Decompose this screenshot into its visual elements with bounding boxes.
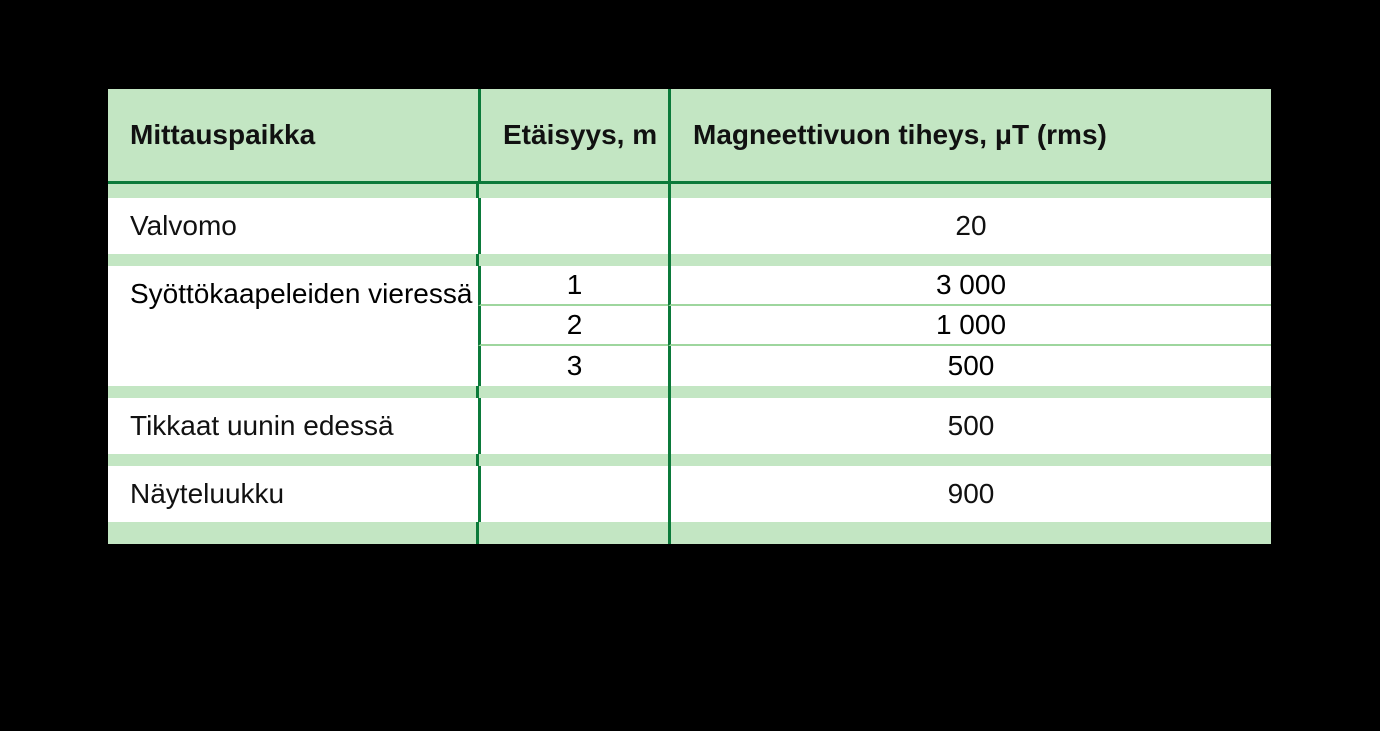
- cell-distance: 2: [478, 306, 668, 346]
- cell-distance: 1: [478, 266, 668, 306]
- cell-place: Syöttökaapeleiden vieressä: [108, 266, 478, 386]
- table-row: Näyteluukku 900: [108, 466, 1271, 522]
- cell-density: 1 000: [668, 306, 1271, 346]
- table-footer-gap: [108, 522, 1271, 544]
- column-header-distance: Etäisyys, m: [478, 89, 668, 181]
- cell-distance: 3: [478, 346, 668, 386]
- row-gap: [108, 254, 1271, 266]
- table-header-row: Mittauspaikka Etäisyys, m Magneettivuon …: [108, 89, 1271, 184]
- column-header-density: Magneettivuon tiheys, μT (rms): [668, 89, 1271, 181]
- table-subrow: 2 1 000: [478, 306, 1271, 346]
- column-header-place: Mittauspaikka: [108, 119, 478, 151]
- cell-distance: [478, 398, 668, 454]
- cell-density: 20: [668, 198, 1271, 254]
- table-body: Valvomo 20 Syöttökaapeleiden vieressä 1 …: [108, 184, 1271, 544]
- row-gap: [108, 184, 1271, 198]
- cell-density: 900: [668, 466, 1271, 522]
- cell-density: 3 000: [668, 266, 1271, 306]
- measurement-table: Mittauspaikka Etäisyys, m Magneettivuon …: [108, 89, 1271, 544]
- table-subrow: 1 3 000: [478, 266, 1271, 306]
- table-row-multi: Syöttökaapeleiden vieressä 1 3 000 2 1 0…: [108, 266, 1271, 386]
- row-gap: [108, 386, 1271, 398]
- cell-place: Valvomo: [108, 198, 478, 254]
- cell-distance: [478, 466, 668, 522]
- cell-place: Näyteluukku: [108, 466, 478, 522]
- table-subrow: 3 500: [478, 346, 1271, 386]
- cell-place: Tikkaat uunin edessä: [108, 398, 478, 454]
- cell-density: 500: [668, 398, 1271, 454]
- table-row: Tikkaat uunin edessä 500: [108, 398, 1271, 454]
- table-row: Valvomo 20: [108, 198, 1271, 254]
- cell-distance: [478, 198, 668, 254]
- cell-density: 500: [668, 346, 1271, 386]
- row-gap: [108, 454, 1271, 466]
